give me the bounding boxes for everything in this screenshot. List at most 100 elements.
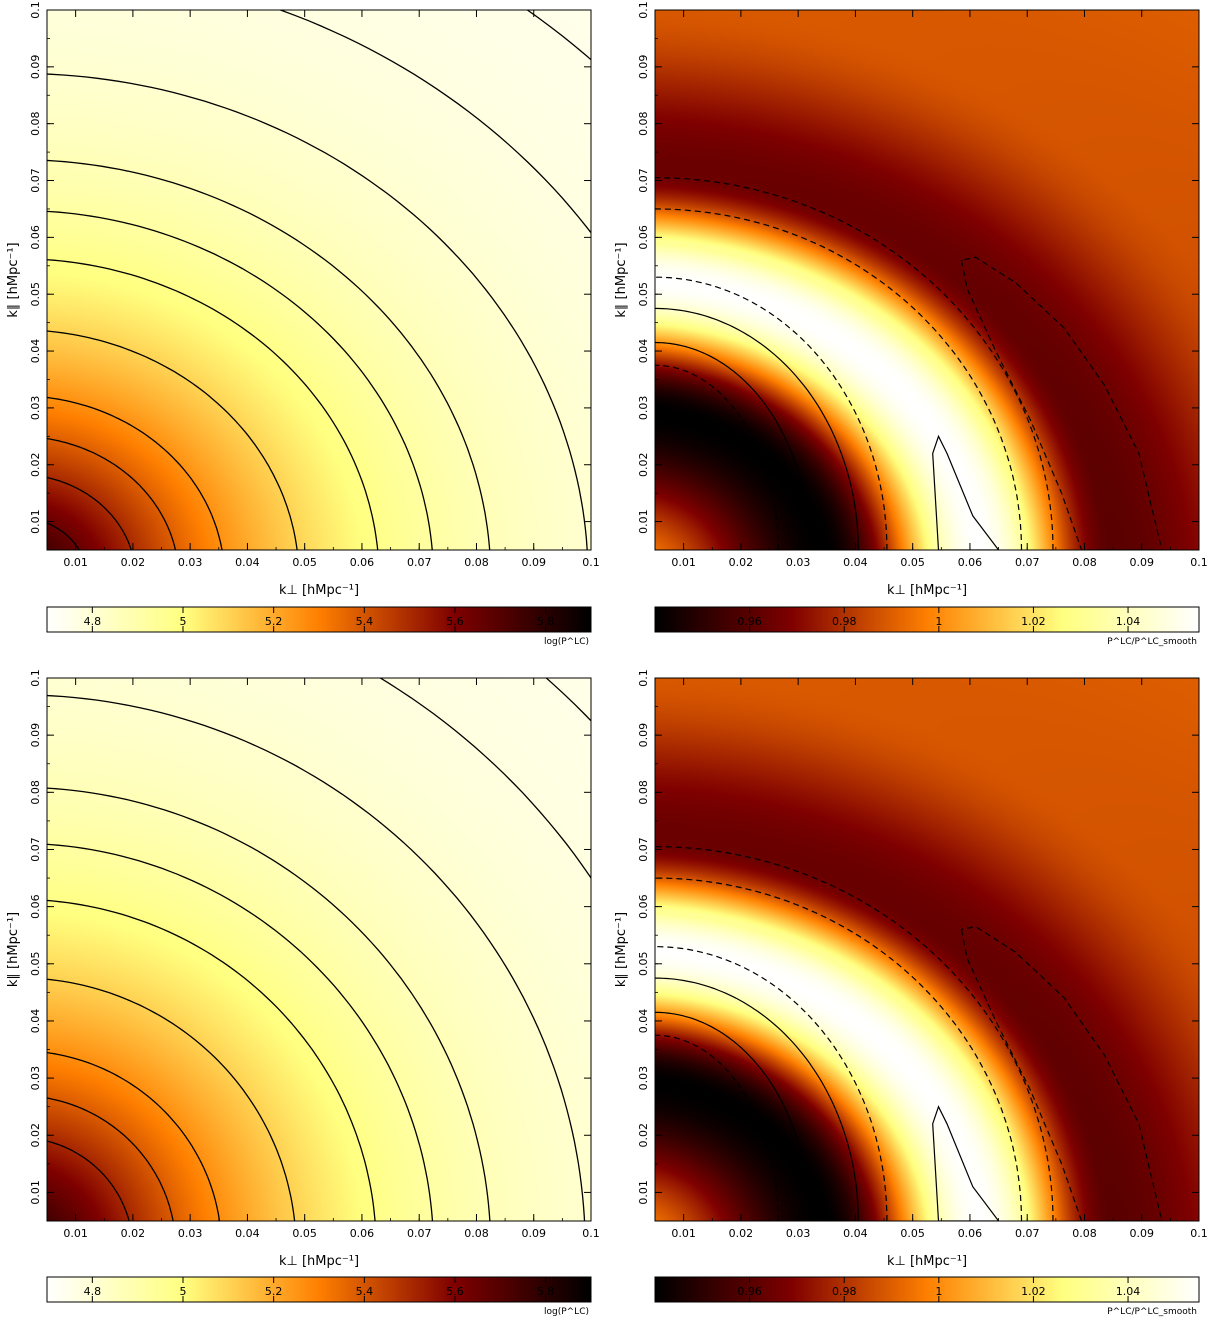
contour-line — [47, 210, 433, 550]
contour-line — [655, 341, 811, 550]
contour-line — [47, 787, 491, 1221]
y-tick-label: 0.03 — [637, 396, 650, 421]
y-tick-label: 0.05 — [637, 282, 650, 307]
y-tick-label: 0.03 — [29, 1066, 42, 1091]
x-tick-label: 0.09 — [521, 556, 546, 569]
colorbar-tick-label: 5 — [180, 615, 187, 628]
x-tick-label: 0.02 — [729, 556, 754, 569]
x-tick-label: 0.09 — [521, 1227, 546, 1240]
contour-line — [655, 1011, 811, 1221]
colorbar-tick-label: 1.04 — [1116, 615, 1141, 628]
contour-line — [47, 694, 586, 1221]
y-axis-label: k∥ [hMpc⁻¹] — [614, 242, 629, 317]
x-tick-label: 0.01 — [63, 556, 88, 569]
heatmap-image — [47, 10, 591, 550]
y-tick-label: 0.09 — [29, 55, 42, 80]
x-tick-label: 0.05 — [900, 1227, 925, 1240]
y-tick-label: 0.03 — [637, 1066, 650, 1091]
colorbar-gradient — [47, 1277, 591, 1302]
contour-line — [379, 678, 591, 880]
colorbar-gradient — [655, 1277, 1199, 1302]
y-tick-label: 0.02 — [29, 452, 42, 477]
contour-line — [655, 177, 1054, 550]
x-tick-label: 0.1 — [582, 1227, 600, 1240]
colorbar-title: P^LC/P^LC_smooth — [1107, 1307, 1197, 1317]
y-tick-label: 0.04 — [29, 339, 42, 364]
x-tick-label: 0.01 — [671, 1227, 696, 1240]
contour-line — [932, 1105, 1000, 1221]
x-tick-label: 0.07 — [407, 556, 432, 569]
y-tick-label: 0.08 — [29, 111, 42, 135]
contour-line — [47, 843, 434, 1221]
contour-line — [47, 159, 491, 550]
x-tick-label: 0.07 — [1015, 1227, 1040, 1240]
y-tick-label: 0.06 — [29, 894, 42, 919]
plot-frame — [46, 9, 592, 551]
colorbar-tick-label: 1.02 — [1021, 1285, 1046, 1298]
heatmap-image — [655, 10, 1199, 550]
contour-line — [655, 946, 888, 1221]
colorbar-tick-label: 5.2 — [265, 1285, 283, 1298]
colorbar-tick-label: 1.04 — [1116, 1285, 1141, 1298]
y-tick-label: 0.03 — [29, 396, 42, 421]
colorbar: 0.96 0.98 1 1.02 1.04 P^LC/P^LC_smooth — [654, 606, 1200, 647]
y-tick-label: 0.1 — [29, 1, 42, 19]
panel-top-right: 0.01 0.01 0.02 0.02 0.03 0.03 0.04 0.04 0.05 0.05… — [614, 1, 1208, 647]
x-tick-label: 0.01 — [63, 1227, 88, 1240]
contour-line — [655, 846, 1054, 1221]
colorbar-tick-label: 0.96 — [737, 615, 762, 628]
y-tick-label: 0.06 — [637, 225, 650, 250]
colorbar-tick-label: 1 — [935, 1285, 942, 1298]
contour-line — [47, 396, 223, 550]
y-tick-label: 0.08 — [637, 780, 650, 805]
colorbar-title: log(P^LC) — [544, 637, 589, 647]
colorbar-gradient — [47, 607, 591, 632]
y-tick-label: 0.08 — [637, 111, 650, 135]
x-tick-label: 0.07 — [407, 1227, 432, 1240]
x-axis-label: k⊥ [hMpc⁻¹] — [887, 583, 967, 598]
x-tick-label: 0.04 — [843, 1227, 868, 1240]
contour-line — [655, 208, 1023, 550]
colorbar-tick-label: 5.6 — [446, 615, 464, 628]
x-tick-label: 0.09 — [1129, 556, 1154, 569]
x-tick-label: 0.02 — [121, 556, 146, 569]
colorbar-frame — [654, 1276, 1200, 1303]
y-tick-label: 0.08 — [29, 780, 42, 805]
x-axis-label: k⊥ [hMpc⁻¹] — [887, 1254, 967, 1269]
y-tick-label: 0.07 — [637, 168, 650, 193]
x-tick-label: 0.08 — [464, 1227, 489, 1240]
y-tick-label: 0.09 — [637, 55, 650, 80]
contour-line — [278, 10, 591, 234]
y-tick-label: 0.09 — [29, 723, 42, 748]
colorbar-tick-label: 5 — [180, 1285, 187, 1298]
contour-line — [655, 877, 1023, 1221]
x-tick-label: 0.04 — [235, 1227, 260, 1240]
x-tick-label: 0.02 — [729, 1227, 754, 1240]
colorbar-tick-label: 5.8 — [537, 615, 555, 628]
y-tick-label: 0.06 — [637, 894, 650, 919]
contour-line — [655, 276, 888, 550]
x-tick-label: 0.05 — [292, 556, 317, 569]
heatmap-image — [655, 678, 1199, 1221]
y-tick-label: 0.07 — [29, 837, 42, 862]
colorbar-tick-label: 4.8 — [84, 615, 102, 628]
x-tick-label: 0.06 — [350, 1227, 375, 1240]
x-tick-label: 0.03 — [178, 1227, 203, 1240]
contour-line — [655, 1034, 779, 1221]
contour-line — [655, 364, 779, 550]
contour-line — [47, 1051, 221, 1221]
contour-line — [655, 307, 859, 550]
contour-group — [655, 846, 1163, 1221]
x-tick-label: 0.09 — [1129, 1227, 1154, 1240]
y-axis-label: k∥ [hMpc⁻¹] — [6, 912, 21, 987]
colorbar-tick-label: 0.96 — [737, 1285, 762, 1298]
colorbar: 0.96 0.98 1 1.02 1.04 P^LC/P^LC_smooth — [654, 1276, 1200, 1317]
plot-frame — [46, 677, 592, 1222]
colorbar-frame — [654, 606, 1200, 633]
colorbar-tick-label: 0.98 — [832, 1285, 857, 1298]
x-tick-label: 0.05 — [292, 1227, 317, 1240]
colorbar-tick-label: 5.4 — [356, 1285, 374, 1298]
x-tick-label: 0.1 — [1190, 556, 1208, 569]
y-tick-label: 0.01 — [637, 509, 650, 534]
